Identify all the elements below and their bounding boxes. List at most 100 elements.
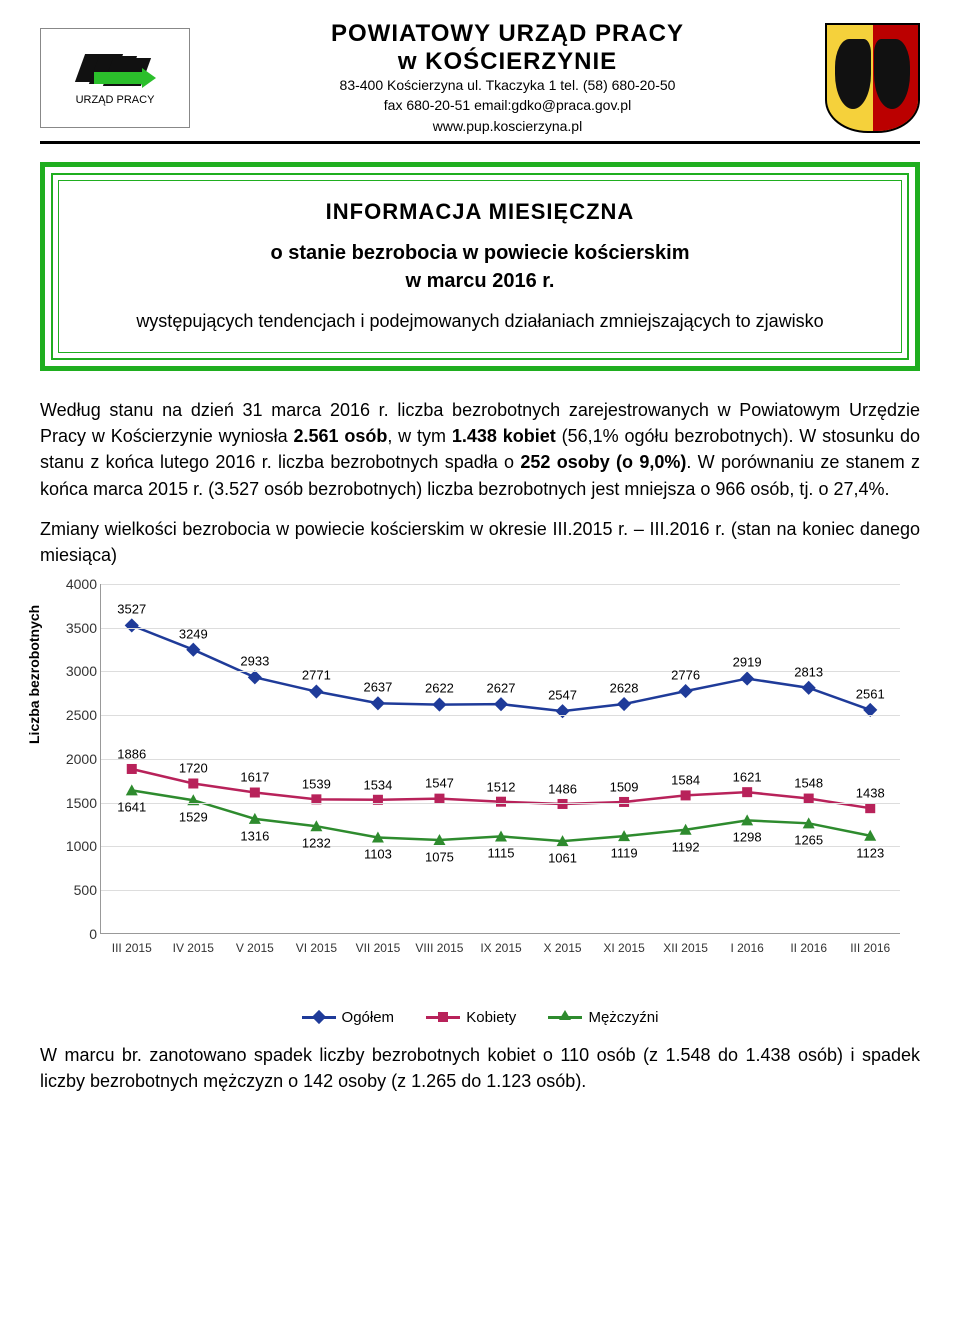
footer-paragraph: W marcu br. zanotowano spadek liczby bez…: [40, 1042, 920, 1094]
legend-label: Ogółem: [342, 1009, 395, 1026]
chart-data-label: 1547: [425, 776, 454, 791]
org-title-line2: w KOŚCIERZYNIE: [205, 48, 810, 76]
para-bold-women: 1.438 kobiet: [452, 426, 556, 446]
chart-data-label: 1103: [364, 847, 392, 862]
chart-ytick: 0: [53, 926, 97, 942]
chart-plot-area: 05001000150020002500300035004000III 2015…: [100, 584, 900, 934]
chart-legend: Ogółem Kobiety Mężczyźni: [40, 1006, 920, 1026]
chart-ytick: 2000: [53, 751, 97, 767]
legend-item-women: Kobiety: [426, 1009, 516, 1026]
chart-data-label: 2637: [363, 680, 392, 695]
chart-data-label: 2561: [856, 686, 885, 701]
chart-data-label: 2919: [733, 655, 762, 670]
org-fax: fax 680-20-51 email:gdko@praca.gov.pl: [205, 95, 810, 115]
chart-data-label: 1232: [302, 836, 331, 851]
chart-ytick: 3000: [53, 663, 97, 679]
chart-data-label: 1539: [302, 777, 331, 792]
legend-item-total: Ogółem: [302, 1009, 395, 1026]
chart-data-label: 1075: [425, 849, 454, 864]
chart-xtick: VIII 2015: [415, 941, 463, 955]
chart-gridline: [101, 803, 900, 804]
legend-marker-diamond: [302, 1016, 336, 1019]
para-bold-total: 2.561 osób: [293, 426, 387, 446]
chart-data-label: 1584: [671, 773, 700, 788]
chart-xtick: V 2015: [236, 941, 274, 955]
chart-xtick: VI 2015: [296, 941, 337, 955]
legend-item-men: Mężczyźni: [548, 1009, 658, 1026]
chart-xtick: III 2016: [850, 941, 890, 955]
chart-data-label: 3527: [117, 602, 146, 617]
info-frame-title: INFORMACJA MIESIĘCZNA: [79, 199, 881, 225]
chart-data-label: 1534: [363, 777, 392, 792]
chart-data-label: 2547: [548, 687, 577, 702]
chart-data-label: 1298: [733, 830, 762, 845]
chart-data-label: 2622: [425, 681, 454, 696]
chart-data-label: 1512: [487, 779, 516, 794]
chart-xtick: VII 2015: [356, 941, 401, 955]
chart-xtick: II 2016: [790, 941, 827, 955]
chart-gridline: [101, 715, 900, 716]
header-center-block: POWIATOWY URZĄD PRACY w KOŚCIERZYNIE 83-…: [205, 20, 810, 136]
chart-ytick: 1000: [53, 838, 97, 854]
chart-data-label: 1265: [794, 833, 823, 848]
chart-data-label: 1192: [672, 839, 700, 854]
chart-xtick: XI 2015: [603, 941, 644, 955]
info-frame-sub1: o stanie bezrobocia w powiecie kościersk…: [79, 239, 881, 267]
chart-data-label: 1641: [117, 800, 146, 815]
chart-ylabel: Liczba bezrobotnych: [26, 605, 42, 744]
chart-xtick: III 2015: [112, 941, 152, 955]
legend-label: Kobiety: [466, 1009, 516, 1026]
chart-gridline: [101, 584, 900, 585]
main-paragraph: Według stanu na dzień 31 marca 2016 r. l…: [40, 397, 920, 501]
chart-data-label: 1617: [240, 770, 269, 785]
chart-xtick: X 2015: [544, 941, 582, 955]
chart-data-label: 2628: [610, 680, 639, 695]
org-www: www.pup.koscierzyna.pl: [205, 116, 810, 136]
chart-data-label: 1438: [856, 786, 885, 801]
para-bold-drop: 252 osoby (o 9,0%): [520, 452, 686, 472]
logo-graphic: [80, 50, 150, 90]
chart-xtick: IV 2015: [173, 941, 214, 955]
chart-data-label: 2933: [240, 654, 269, 669]
chart-intro: Zmiany wielkości bezrobocia w powiecie k…: [40, 516, 920, 568]
chart-ytick: 2500: [53, 707, 97, 723]
info-frame: INFORMACJA MIESIĘCZNA o stanie bezroboci…: [40, 162, 920, 371]
legend-label: Mężczyźni: [588, 1009, 658, 1026]
legend-marker-square: [426, 1016, 460, 1019]
page-header: URZĄD PRACY POWIATOWY URZĄD PRACY w KOŚC…: [40, 20, 920, 144]
chart-xtick: XII 2015: [663, 941, 708, 955]
chart-data-label: 1123: [856, 845, 884, 860]
info-frame-desc: występujących tendencjach i podejmowanyc…: [79, 309, 881, 334]
legend-marker-triangle: [548, 1016, 582, 1019]
coat-of-arms: [825, 23, 920, 133]
chart-data-label: 3249: [179, 626, 208, 641]
chart-gridline: [101, 628, 900, 629]
unemployment-chart: Liczba bezrobotnych 05001000150020002500…: [40, 574, 920, 994]
chart-data-label: 2627: [487, 680, 516, 695]
chart-gridline: [101, 759, 900, 760]
chart-data-label: 1119: [611, 845, 638, 860]
org-address: 83-400 Kościerzyna ul. Tkaczyka 1 tel. (…: [205, 75, 810, 95]
chart-data-label: 2813: [794, 664, 823, 679]
chart-data-label: 1621: [733, 769, 762, 784]
chart-ytick: 4000: [53, 576, 97, 592]
chart-ytick: 3500: [53, 620, 97, 636]
info-frame-sub2: w marcu 2016 r.: [79, 267, 881, 295]
logo-caption: URZĄD PRACY: [76, 94, 155, 106]
chart-data-label: 2776: [671, 667, 700, 682]
chart-data-label: 1886: [117, 746, 146, 761]
chart-data-label: 1548: [794, 776, 823, 791]
chart-xtick: I 2016: [730, 941, 763, 955]
office-logo: URZĄD PRACY: [40, 28, 190, 128]
chart-ytick: 500: [53, 882, 97, 898]
chart-data-label: 1529: [179, 810, 208, 825]
chart-data-label: 1316: [240, 828, 269, 843]
chart-data-label: 1720: [179, 761, 208, 776]
chart-data-label: 2771: [302, 668, 331, 683]
para-text: , w tym: [387, 426, 452, 446]
chart-data-label: 1509: [610, 779, 639, 794]
chart-data-label: 1486: [548, 781, 577, 796]
chart-data-label: 1061: [548, 850, 577, 865]
chart-gridline: [101, 890, 900, 891]
chart-ytick: 1500: [53, 795, 97, 811]
